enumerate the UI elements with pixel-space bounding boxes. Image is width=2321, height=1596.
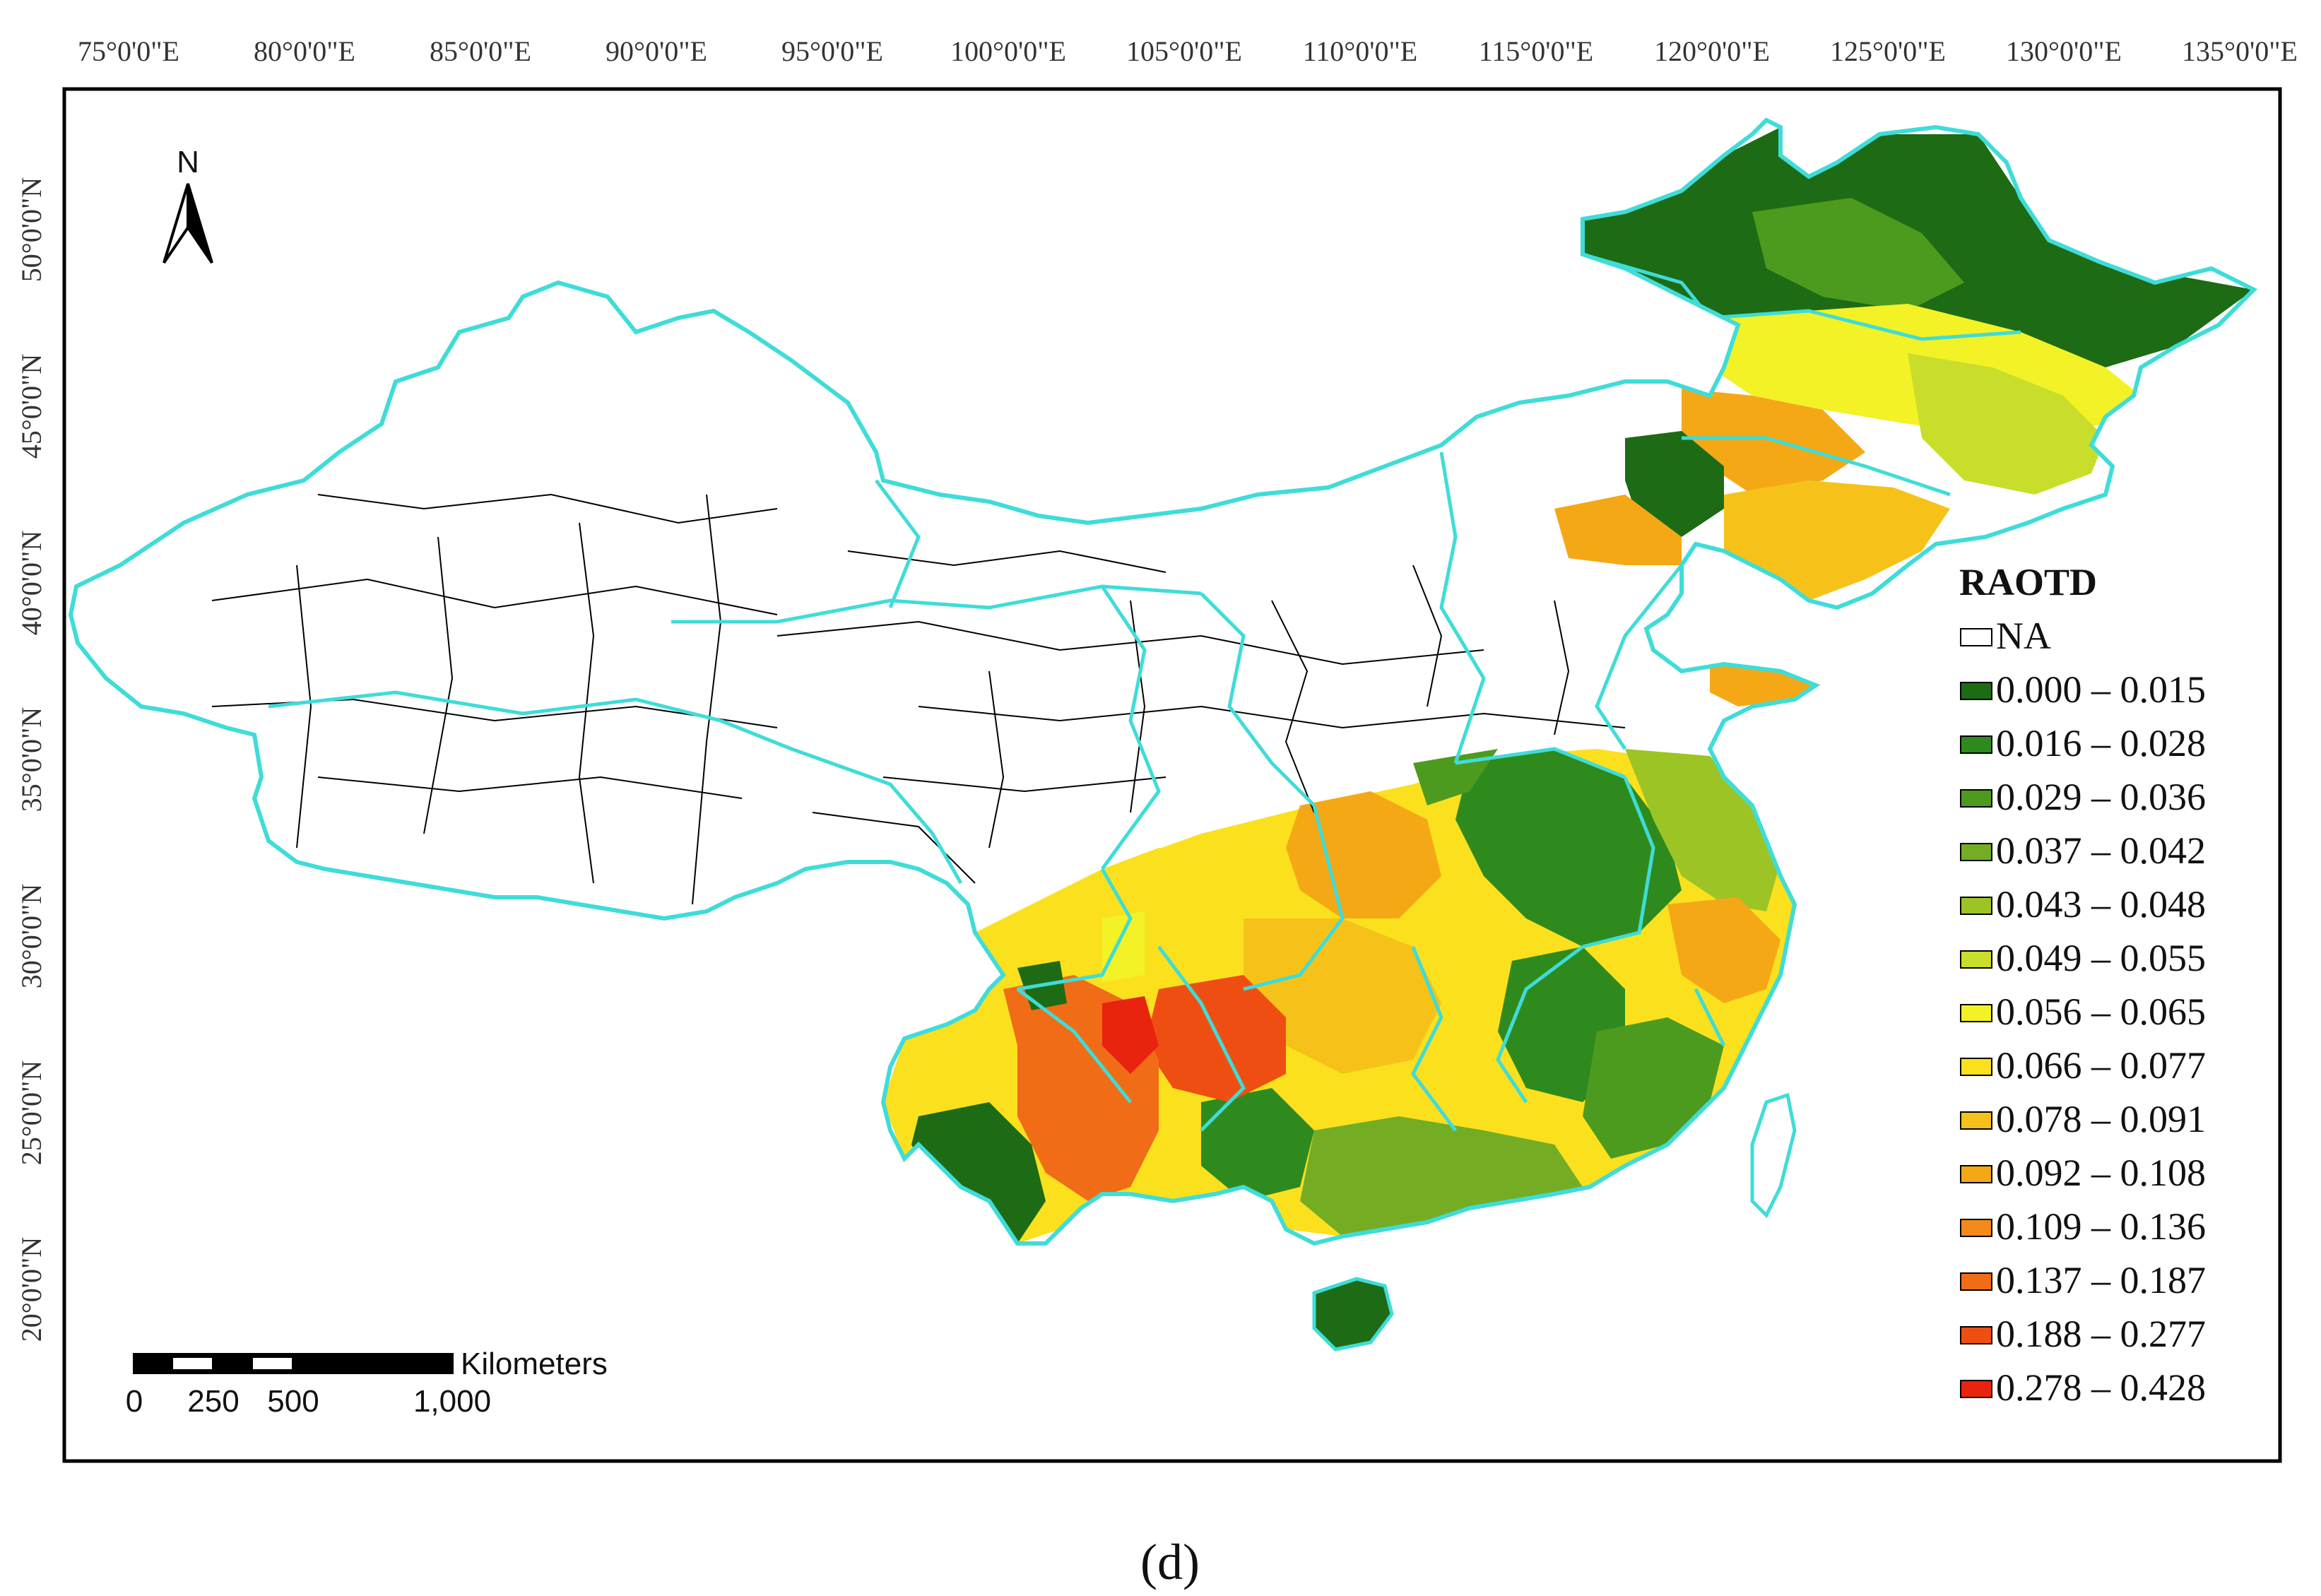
region-nemongol-green (1625, 431, 1724, 537)
legend-swatch (1960, 1219, 1992, 1237)
scale-tick-label: 250 (187, 1384, 239, 1419)
region-heilongjiang-mid (1752, 198, 1964, 311)
region-sichuan-west-yellow (1102, 911, 1145, 982)
region-guizhou-red (1145, 975, 1286, 1102)
legend: RAOTD NA 0.000 – 0.015 0.016 – 0.028 0.029 … (1959, 561, 2206, 1409)
lon-label: 85°0'0"E (430, 35, 531, 67)
lat-label: 45°0'0"N (16, 354, 47, 459)
legend-swatch (1960, 789, 1992, 808)
legend-label: 0.056 – 0.065 (1996, 991, 2206, 1033)
legend-swatch (1960, 682, 1992, 700)
region-jiangsu-lime (1625, 749, 1780, 911)
scale-tick-label: 500 (267, 1384, 319, 1419)
legend-swatch (1960, 1165, 1992, 1183)
region-liaoning-orange (1554, 495, 1682, 565)
lon-label: 115°0'0"E (1479, 35, 1593, 67)
scale-tick-label: 1,000 (413, 1384, 491, 1419)
lon-label: 100°0'0"E (950, 35, 1066, 67)
region-liaoning (1724, 480, 1950, 601)
legend-swatch (1960, 1004, 1992, 1022)
figure-caption: (d) (1140, 1534, 1200, 1590)
north-arrow-label: N (177, 145, 199, 179)
legend-swatch (1960, 1272, 1992, 1291)
lon-label: 80°0'0"E (254, 35, 355, 67)
region-guangdong-green (1300, 1116, 1583, 1236)
lon-label: 130°0'0"E (2006, 35, 2122, 67)
legend-label: 0.037 – 0.042 (1996, 829, 2206, 872)
latitude-labels: 50°0'0"N 45°0'0"N 40°0'0"N 35°0'0"N 30°0… (16, 177, 47, 1342)
north-arrow-icon-fill (187, 183, 213, 264)
legend-swatch (1960, 735, 1992, 754)
region-henan-green (1413, 749, 1498, 805)
legend-label: 0.278 – 0.428 (1996, 1366, 2206, 1409)
legend-label: 0.029 – 0.036 (1996, 776, 2206, 818)
region-yunnan-green (911, 1102, 1046, 1243)
lat-label: 40°0'0"N (16, 531, 47, 635)
lat-label: 50°0'0"N (16, 177, 47, 282)
longitude-labels: 75°0'0"E 80°0'0"E 85°0'0"E 90°0'0"E 95°0… (78, 35, 2298, 67)
legend-swatch (1960, 843, 1992, 861)
scale-bar-segment (173, 1358, 212, 1369)
lon-label: 105°0'0"E (1126, 35, 1242, 67)
lon-label: 90°0'0"E (606, 35, 707, 67)
lon-label: 110°0'0"E (1303, 35, 1417, 67)
legend-label: 0.109 – 0.136 (1996, 1205, 2206, 1248)
legend-label: 0.092 – 0.108 (1996, 1152, 2206, 1194)
region-guangxi-green (1201, 1088, 1314, 1201)
lon-label: 125°0'0"E (1830, 35, 1946, 67)
scale-bar-segment (253, 1358, 292, 1369)
china-map (71, 120, 2254, 1352)
scale-tick-label: 0 (126, 1384, 143, 1419)
legend-label: 0.043 – 0.048 (1996, 883, 2206, 926)
legend-label: NA (1996, 615, 2051, 657)
scale-bar-unit: Kilometers (461, 1347, 608, 1381)
lon-label: 95°0'0"E (781, 35, 883, 67)
legend-label: 0.066 – 0.077 (1996, 1044, 2206, 1087)
region-hubei-orange (1286, 791, 1441, 918)
legend-swatch (1960, 1058, 1992, 1076)
legend-swatch (1960, 1111, 1992, 1130)
legend-label: 0.078 – 0.091 (1996, 1098, 2206, 1140)
lon-label: 135°0'0"E (2182, 35, 2298, 67)
region-yunnan-hot (1102, 996, 1159, 1074)
region-hunan-mix (1244, 918, 1441, 1074)
lat-label: 25°0'0"N (16, 1060, 47, 1165)
lat-label: 35°0'0"N (16, 707, 47, 812)
legend-label: 0.049 – 0.055 (1996, 937, 2206, 979)
region-taiwan (1750, 1092, 1797, 1219)
lon-label: 75°0'0"E (78, 35, 179, 67)
region-hainan (1312, 1277, 1394, 1352)
legend-label: 0.188 – 0.277 (1996, 1313, 2206, 1355)
legend-swatch (1960, 1326, 1992, 1344)
legend-label: 0.016 – 0.028 (1996, 722, 2206, 764)
region-fujian-green (1583, 1017, 1724, 1159)
legend-swatch (1960, 1380, 1992, 1398)
region-jilin-lime (1908, 353, 2106, 495)
province-borders (268, 252, 2021, 1132)
legend-label: 0.137 – 0.187 (1996, 1259, 2206, 1301)
scale-bar: Kilometers 0 250 500 1,000 (126, 1347, 608, 1419)
legend-swatch (1960, 950, 1992, 969)
legend-title: RAOTD (1959, 561, 2097, 603)
north-arrow: N (163, 145, 213, 264)
choropleth-regions (883, 127, 2254, 1243)
legend-swatch (1960, 628, 1992, 646)
lat-label: 30°0'0"N (16, 884, 47, 988)
region-anhui-green (1455, 749, 1682, 947)
legend-label: 0.000 – 0.015 (1996, 668, 2206, 711)
legend-swatch (1960, 897, 1992, 915)
region-zhejiang-orange (1667, 897, 1780, 1003)
map-frame (62, 87, 2282, 1463)
lat-label: 20°0'0"N (16, 1237, 47, 1342)
lon-label: 120°0'0"E (1654, 35, 1770, 67)
north-arrow-icon (163, 183, 189, 264)
